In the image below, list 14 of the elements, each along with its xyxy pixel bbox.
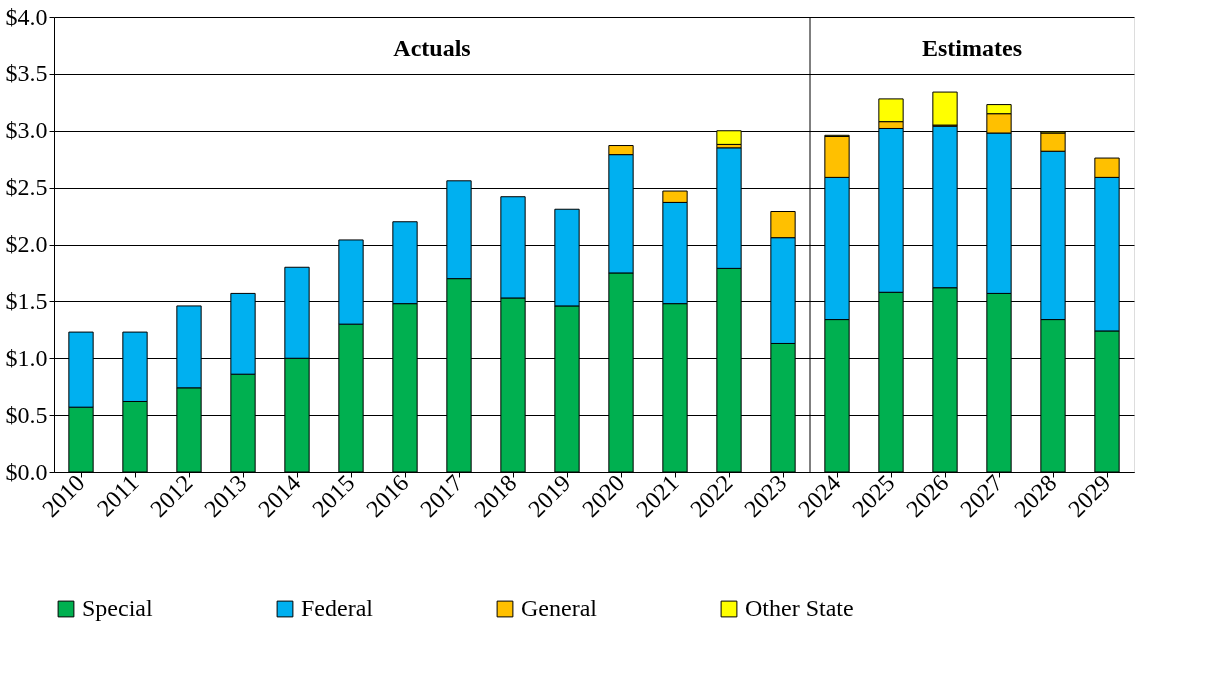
y-tick-label: $1.5 (5, 287, 48, 314)
y-tick-label: $3.0 (5, 117, 48, 144)
y-tick-label: $2.5 (5, 174, 48, 201)
y-tick-label: $4.0 (5, 3, 48, 30)
legend-label: Other State (745, 595, 854, 621)
y-tick-label: $0.5 (5, 401, 48, 428)
y-tick-label: $3.5 (5, 60, 48, 87)
annotation: Estimates (922, 35, 1022, 61)
legend-label: Federal (301, 595, 374, 621)
legend-label: Special (82, 595, 153, 621)
annotation: Actuals (393, 35, 471, 61)
y-tick-label: $1.0 (5, 344, 48, 371)
legend-label: General (521, 595, 598, 621)
y-tick-label: $2.0 (5, 231, 48, 257)
